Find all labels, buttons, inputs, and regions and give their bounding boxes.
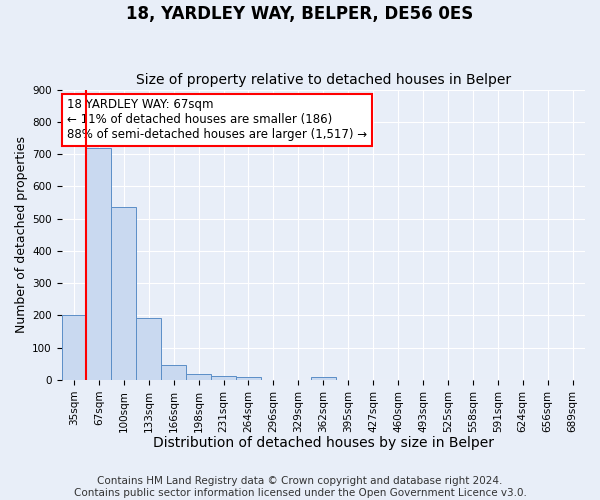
Title: Size of property relative to detached houses in Belper: Size of property relative to detached ho… bbox=[136, 73, 511, 87]
Bar bbox=[62, 316, 86, 380]
Bar bbox=[112, 206, 136, 380]
Bar bbox=[186, 374, 211, 380]
Bar bbox=[86, 148, 112, 380]
Text: Contains HM Land Registry data © Crown copyright and database right 2024.
Contai: Contains HM Land Registry data © Crown c… bbox=[74, 476, 526, 498]
Bar bbox=[136, 318, 161, 380]
Bar bbox=[161, 366, 186, 380]
Bar bbox=[311, 378, 336, 380]
Y-axis label: Number of detached properties: Number of detached properties bbox=[15, 136, 28, 334]
Text: 18, YARDLEY WAY, BELPER, DE56 0ES: 18, YARDLEY WAY, BELPER, DE56 0ES bbox=[127, 5, 473, 23]
X-axis label: Distribution of detached houses by size in Belper: Distribution of detached houses by size … bbox=[153, 436, 494, 450]
Bar bbox=[211, 376, 236, 380]
Text: 18 YARDLEY WAY: 67sqm
← 11% of detached houses are smaller (186)
88% of semi-det: 18 YARDLEY WAY: 67sqm ← 11% of detached … bbox=[67, 98, 367, 142]
Bar bbox=[236, 377, 261, 380]
